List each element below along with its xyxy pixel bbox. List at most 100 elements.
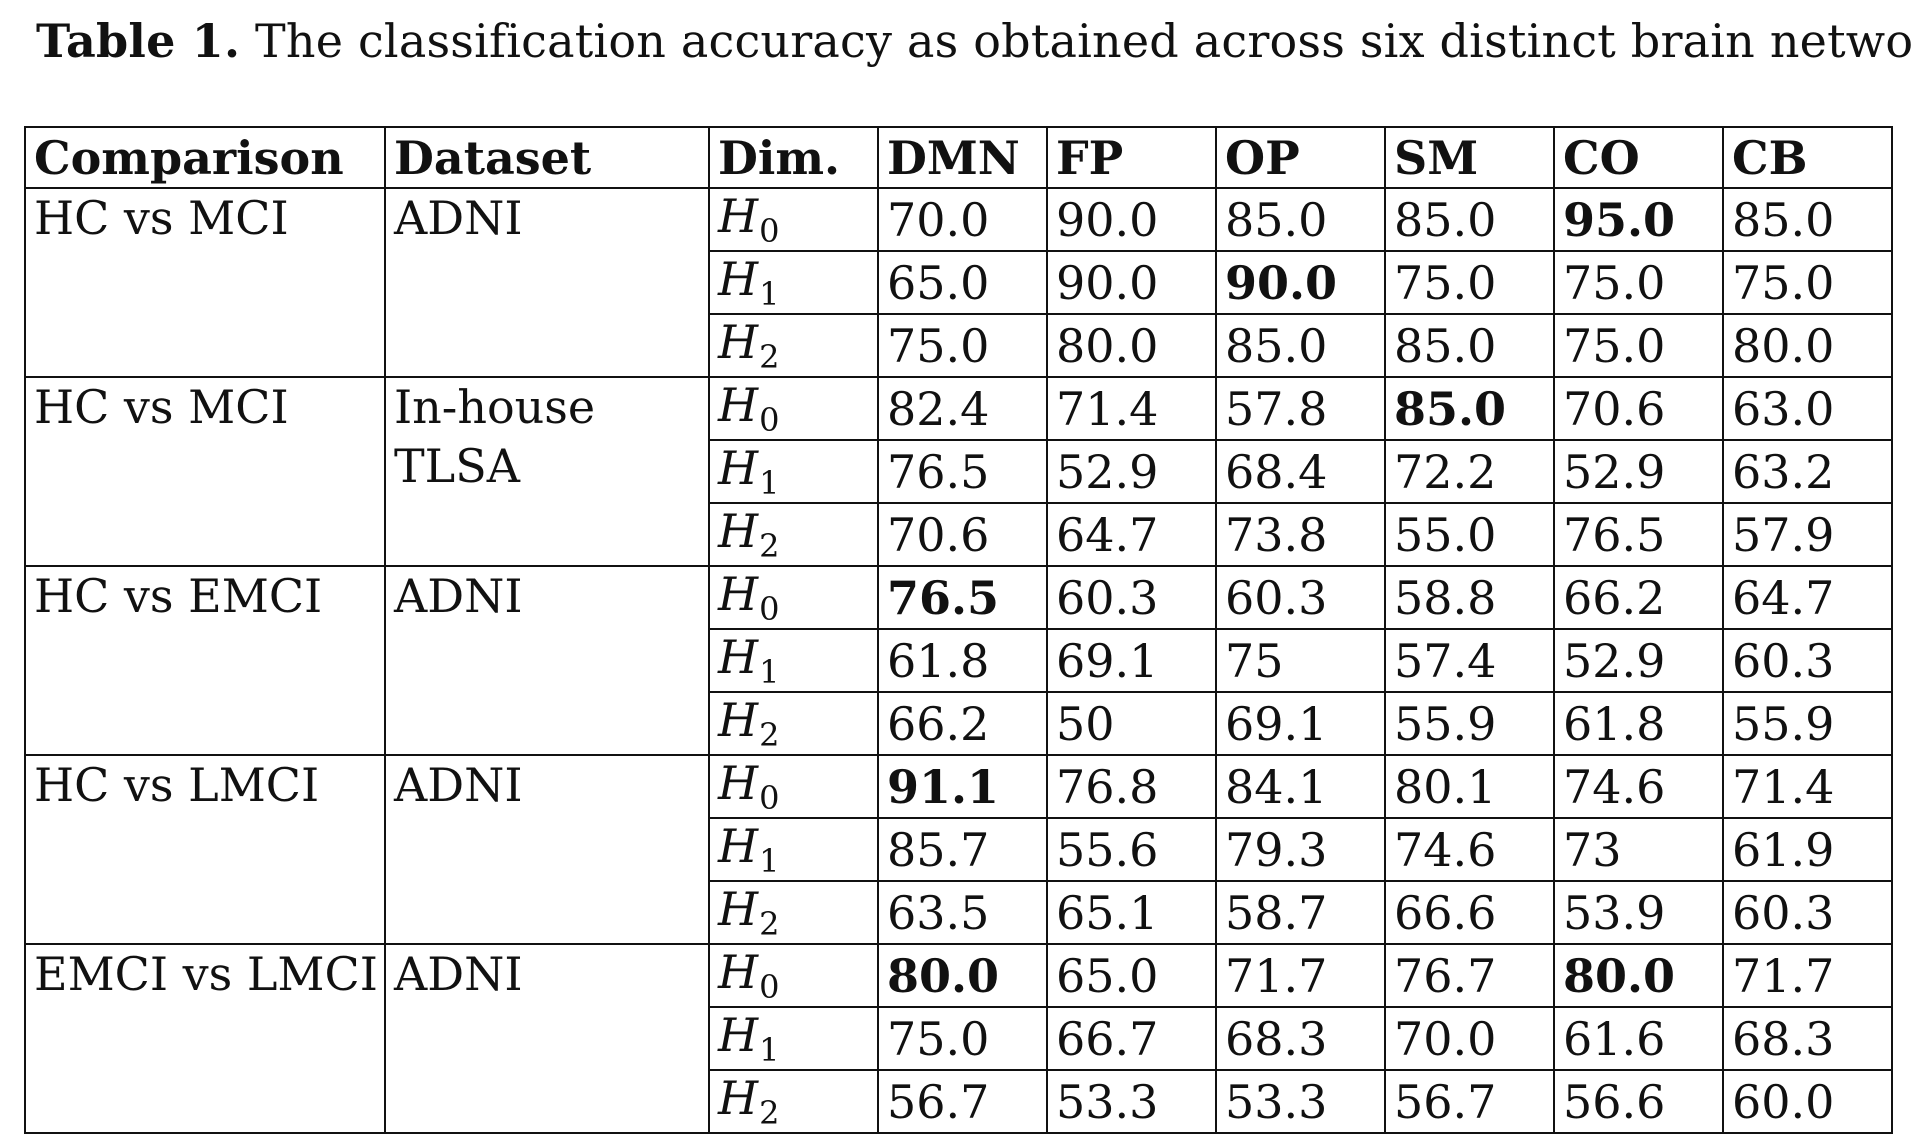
header-sm: SM — [1384, 126, 1555, 189]
dim-cell: H2 — [708, 691, 879, 756]
comparison-cell: HC vs MCI — [24, 187, 386, 378]
value-cell: 74.6 — [1553, 754, 1724, 819]
value-cell: 53.9 — [1553, 880, 1724, 945]
dim-cell: H0 — [708, 943, 879, 1008]
value-cell: 56.7 — [877, 1069, 1048, 1134]
table-row: H2 70.6 64.7 73.8 55.0 76.5 57.9 — [25, 502, 1893, 567]
dim-subscript: 0 — [759, 968, 780, 1006]
dim-symbol: H — [718, 1071, 759, 1125]
dim-symbol: H — [718, 819, 759, 873]
value-cell: 56.7 — [1384, 1069, 1555, 1134]
value-cell: 52.9 — [1553, 439, 1724, 504]
value-cell: 72.2 — [1384, 439, 1555, 504]
value-cell: 75.0 — [1553, 313, 1724, 378]
dim-symbol: H — [718, 693, 759, 747]
value-cell: 52.9 — [1046, 439, 1217, 504]
value-cell: 80.0 — [1046, 313, 1217, 378]
dim-subscript: 0 — [759, 779, 780, 817]
value-cell: 74.6 — [1384, 817, 1555, 882]
value-cell: 63.5 — [877, 880, 1048, 945]
value-cell: 66.2 — [1553, 565, 1724, 630]
table-row: H1 61.8 69.1 75 57.4 52.9 60.3 — [25, 628, 1893, 693]
dim-cell: H0 — [708, 187, 879, 252]
value-cell: 57.4 — [1384, 628, 1555, 693]
dim-symbol: H — [718, 315, 759, 369]
dataset-line: In-house — [394, 380, 596, 434]
dim-cell: H1 — [708, 439, 879, 504]
value-cell: 65.0 — [877, 250, 1048, 315]
dim-symbol: H — [718, 1008, 759, 1062]
dim-cell: H2 — [708, 502, 879, 567]
value-cell: 80.0 — [1722, 313, 1893, 378]
dim-symbol: H — [718, 189, 759, 243]
dim-subscript: 1 — [759, 464, 780, 502]
value-cell: 60.0 — [1722, 1069, 1893, 1134]
value-cell: 66.2 — [877, 691, 1048, 756]
value-cell: 76.5 — [1553, 502, 1724, 567]
header-comparison: Comparison — [24, 126, 386, 189]
dataset-cell: ADNI — [384, 754, 710, 945]
value-cell: 85.0 — [1215, 313, 1386, 378]
value-cell: 95.0 — [1553, 187, 1724, 252]
value-cell: 76.7 — [1384, 943, 1555, 1008]
value-cell: 76.5 — [877, 565, 1048, 630]
dim-subscript: 0 — [759, 401, 780, 439]
value-cell: 53.3 — [1046, 1069, 1217, 1134]
value-cell: 85.0 — [1215, 187, 1386, 252]
value-cell: 91.1 — [877, 754, 1048, 819]
dim-cell: H1 — [708, 628, 879, 693]
value-cell: 53.3 — [1215, 1069, 1386, 1134]
table-row: HC vs LMCI ADNI H0 91.1 76.8 84.1 80.1 74.6 71.4 — [24, 754, 1893, 945]
dim-subscript: 2 — [759, 1094, 780, 1132]
table-row: HC vs MCI In-house TLSA H0 82.4 71.4 57.8 85.0 7… — [24, 376, 1893, 567]
dim-subscript: 0 — [759, 590, 780, 628]
dataset-cell: In-house TLSA — [384, 376, 710, 567]
dim-cell: H2 — [708, 1069, 879, 1134]
value-cell: 50 — [1046, 691, 1217, 756]
header-dmn: DMN — [877, 126, 1048, 189]
comparison-cell: HC vs EMCI — [24, 565, 386, 756]
dim-symbol: H — [718, 252, 759, 306]
value-cell: 76.8 — [1046, 754, 1217, 819]
table-row: HC vs MCI ADNI H0 70.0 90.0 85.0 85.0 95.0 85.0 — [24, 187, 1893, 378]
dim-cell: H2 — [708, 313, 879, 378]
header-dim: Dim. — [708, 126, 879, 189]
value-cell: 60.3 — [1046, 565, 1217, 630]
header-cb: CB — [1722, 126, 1893, 189]
value-cell: 76.5 — [877, 439, 1048, 504]
dim-cell: H0 — [708, 754, 879, 819]
value-cell: 71.7 — [1215, 943, 1386, 1008]
value-cell: 64.7 — [1722, 565, 1893, 630]
value-cell: 61.6 — [1553, 1006, 1724, 1071]
value-cell: 61.8 — [877, 628, 1048, 693]
table-body: HC vs MCI ADNI H0 70.0 90.0 85.0 85.0 95.0 85.0 H… — [24, 187, 1893, 1134]
value-cell: 75 — [1215, 628, 1386, 693]
value-cell: 56.6 — [1553, 1069, 1724, 1134]
header-op: OP — [1215, 126, 1386, 189]
table-row: H2 63.5 65.1 58.7 66.6 53.9 60.3 — [25, 880, 1893, 945]
results-table: Comparison Dataset Dim. DMN FP OP SM CO … — [24, 126, 1893, 1134]
value-cell: 70.0 — [1384, 1006, 1555, 1071]
header-row: Comparison Dataset Dim. DMN FP OP SM CO … — [24, 126, 1893, 189]
caption-text: The classification accuracy as obtained … — [255, 14, 1914, 68]
dim-symbol: H — [718, 756, 759, 810]
header-fp: FP — [1046, 126, 1217, 189]
dataset-line: ADNI — [394, 569, 523, 623]
dataset-cell: ADNI — [384, 943, 710, 1134]
dim-subscript: 1 — [759, 1031, 780, 1069]
value-cell: 80.1 — [1384, 754, 1555, 819]
dim-subscript: 1 — [759, 275, 780, 313]
value-cell: 73 — [1553, 817, 1724, 882]
dim-symbol: H — [718, 945, 759, 999]
value-cell: 75.0 — [877, 313, 1048, 378]
dim-symbol: H — [718, 504, 759, 558]
value-cell: 75.0 — [877, 1006, 1048, 1071]
dim-symbol: H — [718, 882, 759, 936]
dim-symbol: H — [718, 378, 759, 432]
value-cell: 68.3 — [1722, 1006, 1893, 1071]
value-cell: 60.3 — [1215, 565, 1386, 630]
dim-cell: H0 — [708, 565, 879, 630]
table-row: H2 75.0 80.0 85.0 85.0 75.0 80.0 — [25, 313, 1893, 378]
value-cell: 70.6 — [877, 502, 1048, 567]
table-row: HC vs EMCI ADNI H0 76.5 60.3 60.3 58.8 66.2 64.7 — [24, 565, 1893, 756]
